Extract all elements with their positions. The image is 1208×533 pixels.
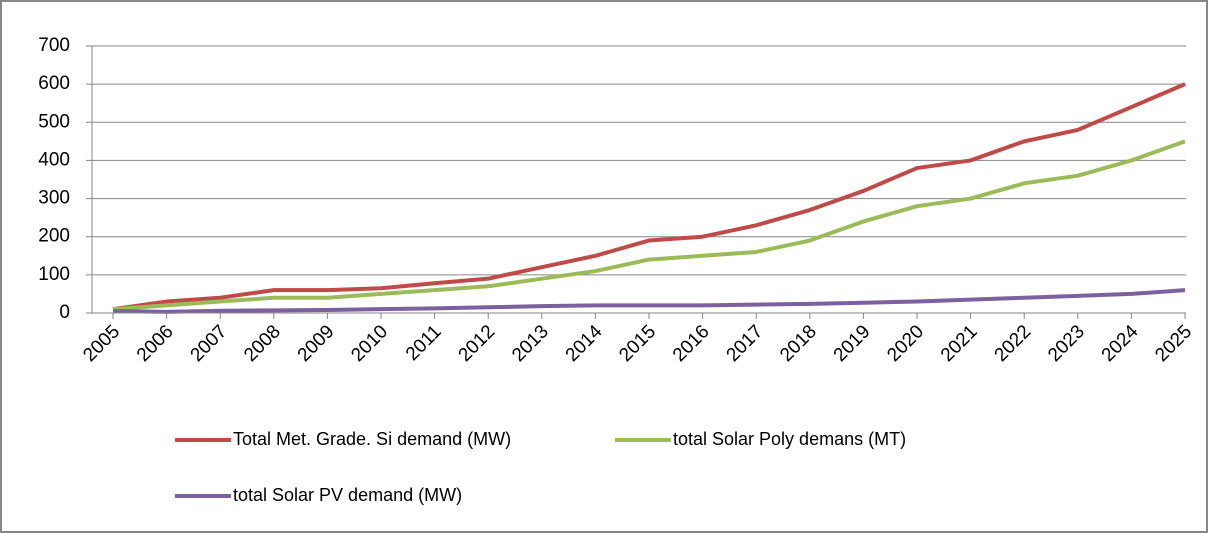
y-tick-label: 600	[38, 73, 70, 94]
legend-label: total Solar PV demand (MW)	[233, 485, 462, 505]
series-line	[112, 82, 1186, 312]
y-tick-label: 300	[38, 188, 70, 209]
y-tick-label: 500	[38, 111, 70, 132]
series-line	[112, 288, 1186, 314]
y-tick-label: 100	[38, 264, 70, 285]
legend: Total Met. Grade. Si demand (MW) total So…	[175, 429, 906, 505]
legend-label: total Solar Poly demans (MT)	[673, 429, 906, 449]
series-line	[112, 139, 1186, 312]
legend-label: Total Met. Grade. Si demand (MW)	[233, 429, 511, 449]
y-tick-label: 700	[38, 35, 70, 56]
y-tick-label: 400	[38, 149, 70, 170]
y-tick-label: 200	[38, 226, 70, 247]
y-tick-label: 0	[59, 302, 70, 323]
